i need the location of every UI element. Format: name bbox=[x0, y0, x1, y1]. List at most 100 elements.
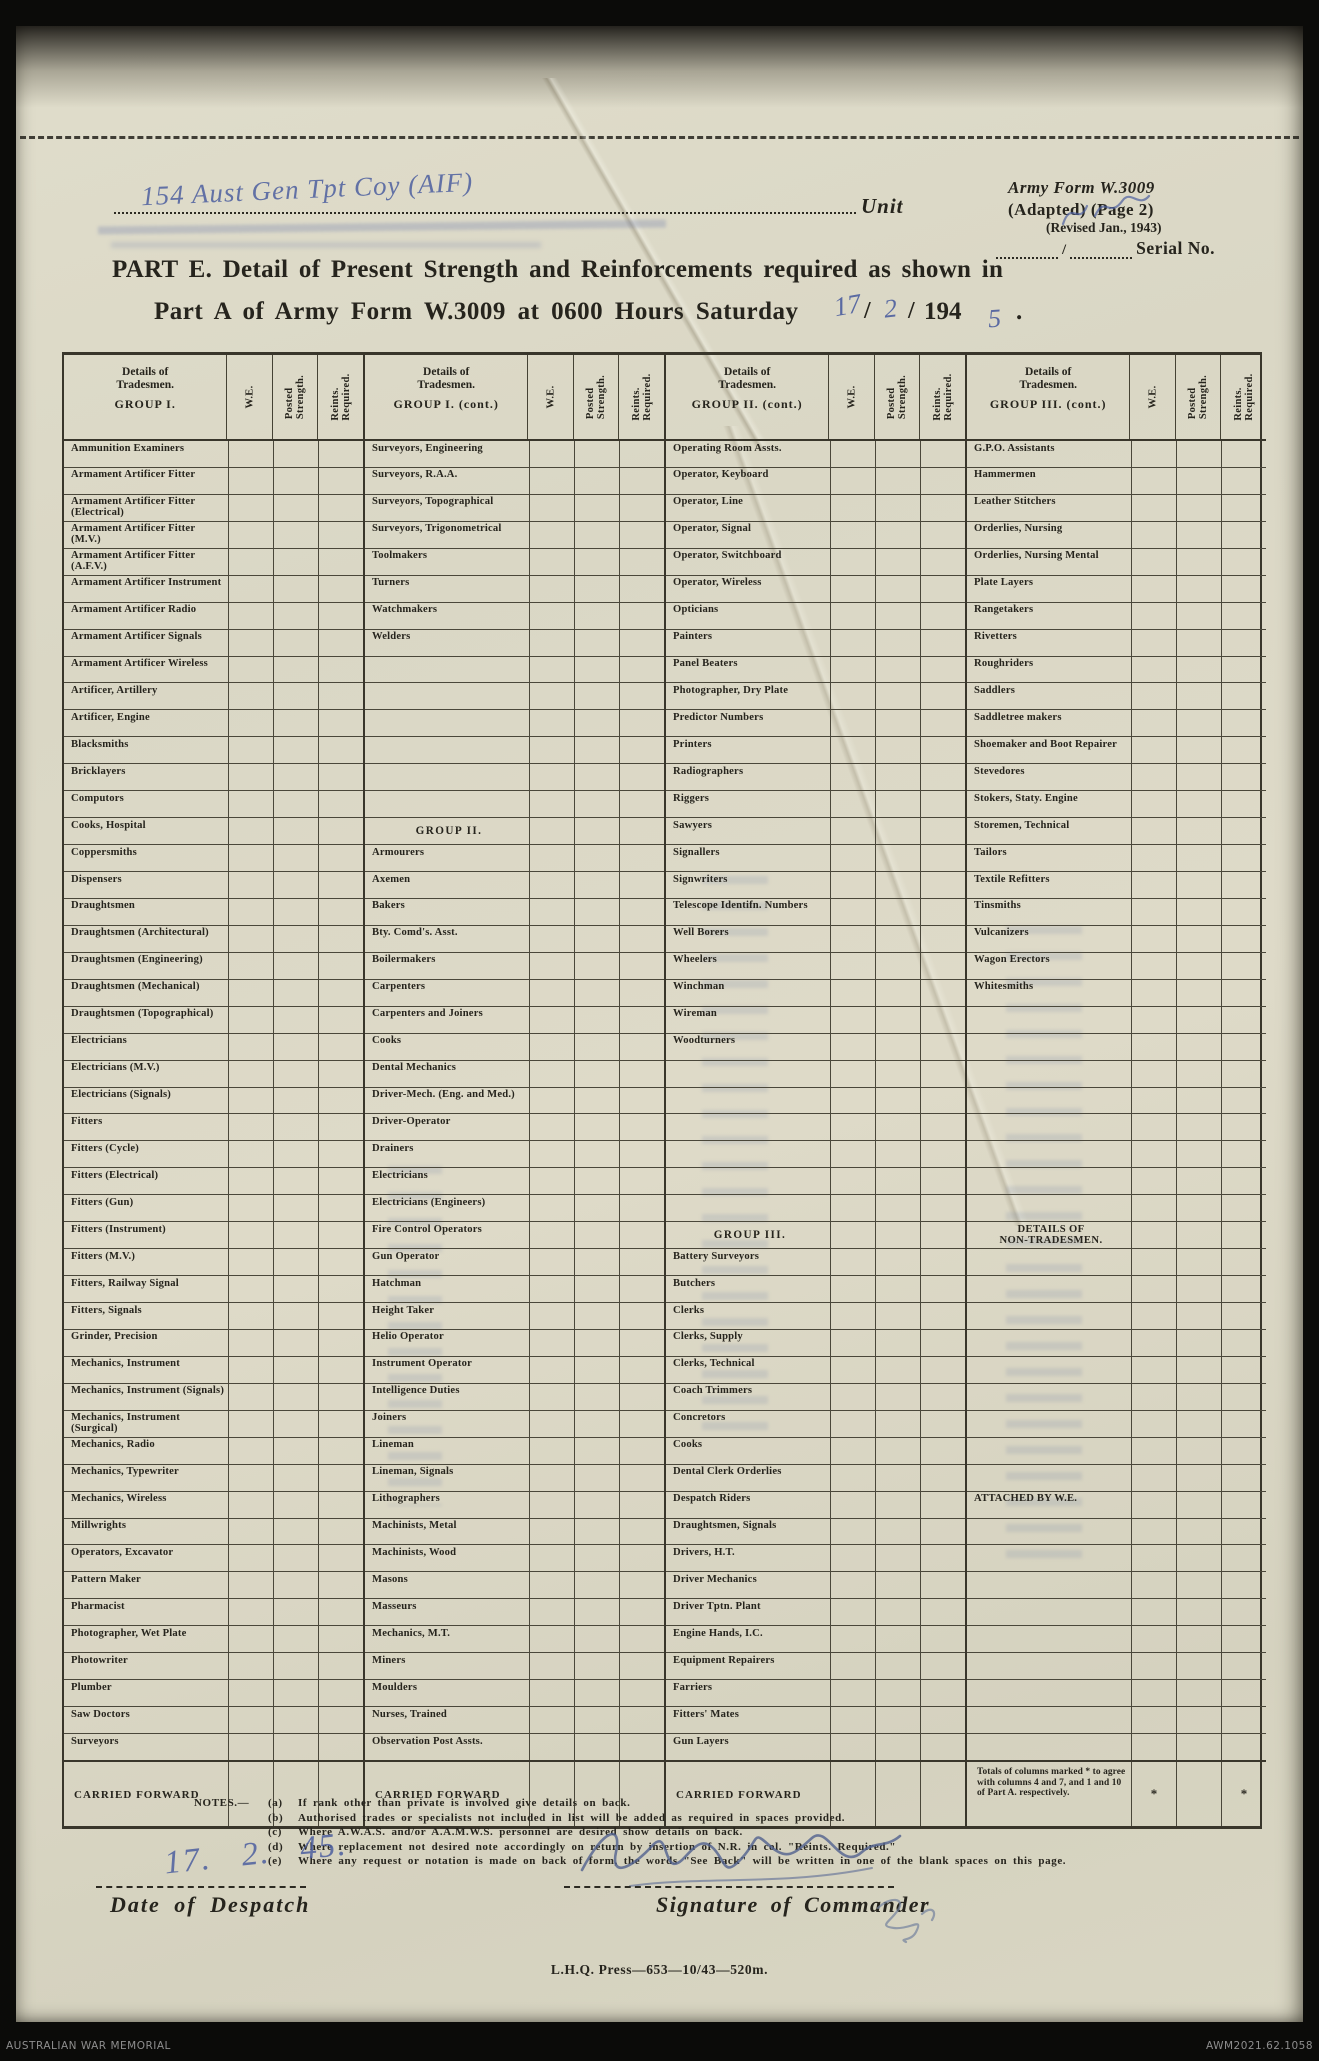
trade-row: Armament Artificer Fitter (Electrical) bbox=[64, 493, 363, 521]
value-cell bbox=[273, 1572, 318, 1599]
trade-name-cell: Intelligence Duties bbox=[372, 1385, 460, 1397]
army-form-adapted-page: (Adapted) (Page 2) bbox=[1008, 200, 1154, 219]
trade-row: Hammermen bbox=[967, 466, 1266, 494]
trade-name-cell: Observation Post Assts. bbox=[372, 1735, 483, 1747]
value-cell bbox=[1221, 1680, 1266, 1707]
value-cell bbox=[228, 1006, 273, 1033]
trade-row: Operator, Line bbox=[666, 493, 965, 521]
value-cell bbox=[574, 441, 619, 467]
note-label: (c) bbox=[268, 1826, 283, 1839]
value-cell bbox=[1176, 1356, 1221, 1383]
trade-name-cell bbox=[967, 1088, 1131, 1114]
trade-row: Lineman bbox=[365, 1436, 664, 1464]
trade-name-cell: Saw Doctors bbox=[71, 1708, 130, 1720]
trade-row: Machinists, Metal bbox=[365, 1517, 664, 1545]
value-cell bbox=[574, 1356, 619, 1383]
totals-star-cell: * bbox=[1131, 1761, 1176, 1826]
value-cell bbox=[875, 1518, 920, 1545]
value-cell bbox=[228, 1195, 273, 1222]
value-cell bbox=[920, 1680, 965, 1707]
trade-name-cell bbox=[365, 710, 529, 736]
trade-row: Dispensers bbox=[64, 871, 363, 898]
value-cell bbox=[273, 1734, 318, 1760]
trade-name-cell: Armament Artificer Signals bbox=[71, 631, 202, 643]
value-cell bbox=[318, 1491, 363, 1518]
trade-name-cell: Cooks, Hospital bbox=[71, 819, 146, 831]
trade-row: Panel Beaters bbox=[666, 655, 965, 683]
value-cell bbox=[920, 1087, 965, 1114]
value-cell bbox=[920, 1222, 965, 1249]
value-cell bbox=[318, 1626, 363, 1653]
value-cell bbox=[574, 1761, 619, 1826]
value-cell bbox=[1221, 1006, 1266, 1033]
trade-row: Operator, Signal bbox=[666, 520, 965, 548]
blank-row bbox=[967, 1355, 1266, 1383]
trade-name-cell bbox=[967, 1007, 1131, 1033]
commander-signature-scrawl bbox=[580, 1832, 902, 1887]
trade-row: Armament Artificer Signals bbox=[64, 628, 363, 656]
value-cell bbox=[574, 1572, 619, 1599]
trade-name-cell: Well Borers bbox=[673, 927, 729, 939]
value-cell bbox=[875, 1168, 920, 1195]
value-cell bbox=[830, 1572, 875, 1599]
blank-row bbox=[967, 1275, 1266, 1302]
value-cell bbox=[830, 979, 875, 1006]
value-cell bbox=[318, 1249, 363, 1276]
value-cell bbox=[1131, 1599, 1176, 1626]
value-cell bbox=[273, 494, 318, 521]
value-cell bbox=[318, 467, 363, 494]
trade-row: Draughtsmen, Signals bbox=[666, 1517, 965, 1545]
value-cell bbox=[529, 845, 574, 871]
value-cell bbox=[273, 1761, 318, 1826]
trade-row: Artificer, Artillery bbox=[64, 682, 363, 710]
value-cell bbox=[574, 710, 619, 737]
trade-name-cell: Clerks bbox=[673, 1304, 705, 1316]
trade-name-cell: Woodturners bbox=[673, 1035, 736, 1047]
value-cell bbox=[318, 1572, 363, 1599]
value-cell bbox=[273, 1545, 318, 1572]
value-cell bbox=[1131, 1734, 1176, 1760]
value-cell bbox=[228, 602, 273, 629]
details-of-tradesmen-header: Details of Tradesmen. GROUP I. (cont.) bbox=[393, 366, 499, 411]
value-cell bbox=[318, 1437, 363, 1464]
value-cell bbox=[318, 979, 363, 1006]
value-cell bbox=[920, 764, 965, 791]
value-cell bbox=[830, 1006, 875, 1033]
group-rows: Surveyors, Engineering Surveyors, R.A.A. S… bbox=[365, 441, 664, 1826]
value-cell bbox=[1176, 979, 1221, 1006]
value-cell bbox=[228, 1518, 273, 1545]
value-cell bbox=[920, 1249, 965, 1276]
value-cell bbox=[574, 845, 619, 871]
value-cell bbox=[529, 1761, 574, 1826]
value-cell bbox=[830, 1680, 875, 1707]
value-cell bbox=[619, 764, 664, 791]
trade-row: Draughtsmen (Engineering) bbox=[64, 951, 363, 979]
value-cell bbox=[920, 898, 965, 925]
value-cell bbox=[619, 898, 664, 925]
trade-name-cell bbox=[365, 683, 529, 709]
value-cell bbox=[875, 1329, 920, 1356]
value-cell bbox=[1131, 441, 1176, 467]
value-cell bbox=[920, 1518, 965, 1545]
value-cell bbox=[529, 683, 574, 710]
value-cell bbox=[529, 1437, 574, 1464]
trade-name-cell: Fitters (Gun) bbox=[71, 1196, 134, 1208]
value-cell bbox=[920, 1141, 965, 1168]
value-cell bbox=[875, 1006, 920, 1033]
trade-row: Gun Layers bbox=[666, 1733, 965, 1760]
trade-row: Fitters (Gun) bbox=[64, 1194, 363, 1222]
trade-row: Cooks bbox=[365, 1032, 664, 1060]
value-cell bbox=[318, 629, 363, 656]
value-cell bbox=[1176, 629, 1221, 656]
value-cell bbox=[875, 683, 920, 710]
trade-name-cell: Stevedores bbox=[974, 765, 1025, 777]
value-cell bbox=[875, 1545, 920, 1572]
trade-name-cell bbox=[967, 1195, 1131, 1221]
trade-row: Masseurs bbox=[365, 1598, 664, 1626]
blank-row bbox=[967, 1463, 1266, 1491]
trade-row: Armourers bbox=[365, 844, 664, 871]
value-cell bbox=[1176, 710, 1221, 737]
trade-row: Fitters (M.V.) bbox=[64, 1248, 363, 1276]
value-cell bbox=[529, 629, 574, 656]
value-cell bbox=[619, 952, 664, 979]
